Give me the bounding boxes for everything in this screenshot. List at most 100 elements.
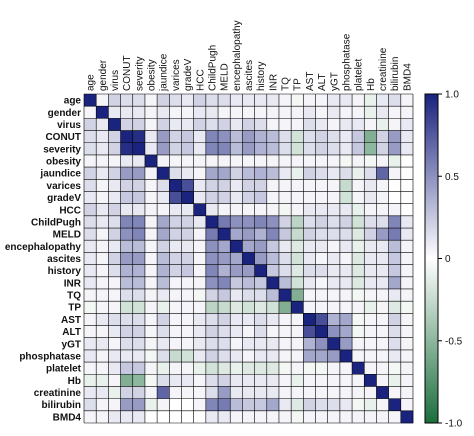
heatmap-cell-TP-ascites: [242, 301, 255, 314]
heatmap-cell-TP-TQ: [278, 301, 292, 314]
heatmap-cell-phosphatase-TP: [291, 349, 304, 363]
heatmap-cell-gradeV-platelet: [352, 191, 365, 204]
heatmap-cell-jaundice-BMD4: [400, 167, 414, 180]
heatmap-cell-ALT-BMD4: [400, 325, 414, 339]
heatmap-cell-jaundice-virus: [108, 167, 121, 180]
heatmap-grid: [83, 93, 414, 424]
heatmap-cell-Hb-encephalopathy: [230, 374, 243, 387]
heatmap-cell-obesity-gender: [96, 154, 109, 168]
heatmap-cell-age-ascites: [242, 94, 255, 107]
heatmap-cell-creatinine-yGT: [327, 386, 341, 399]
heatmap-cell-history-gender: [96, 264, 109, 278]
heatmap-cell-obesity-obesity: [144, 154, 158, 168]
heatmap-cell-BMD4-TQ: [278, 410, 292, 424]
heatmap-cell-gender-platelet: [352, 106, 365, 119]
heatmap-cell-virus-gender: [96, 118, 109, 131]
heatmap-cell-TP-history: [254, 301, 268, 314]
heatmap-cell-virus-Hb: [364, 118, 377, 131]
heatmap-cell-AST-virus: [108, 313, 121, 326]
heatmap-cell-obesity-history: [254, 154, 268, 168]
heatmap-cell-Hb-history: [254, 374, 268, 387]
heatmap-cell-ALT-Hb: [364, 325, 377, 339]
heatmap-cell-gradeV-yGT: [327, 191, 341, 204]
heatmap-cell-INR-severity: [132, 276, 146, 290]
heatmap-cell-jaundice-MELD: [218, 167, 231, 180]
heatmap-cell-obesity-platelet: [352, 154, 365, 168]
heatmap-cell-varices-MELD: [218, 179, 231, 192]
heatmap-cell-platelet-severity: [132, 362, 146, 375]
heatmap-cell-BMD4-jaundice: [157, 410, 170, 424]
heatmap-cell-platelet-ascites: [242, 362, 255, 375]
heatmap-cell-bilirubin-BMD4: [400, 398, 414, 412]
heatmap-cell-AST-varices: [169, 313, 182, 326]
heatmap-cell-obesity-INR: [266, 154, 280, 168]
heatmap-cell-phosphatase-AST: [303, 349, 316, 363]
heatmap-cell-severity-MELD: [218, 142, 231, 156]
heatmap-cell-gradeV-obesity: [144, 191, 158, 204]
heatmap-cell-gender-Hb: [364, 106, 377, 119]
heatmap-cell-severity-jaundice: [157, 142, 170, 156]
heatmap-cell-virus-platelet: [352, 118, 365, 131]
heatmap-cell-ChildPugh-ALT: [315, 215, 329, 229]
heatmap-cell-gradeV-severity: [132, 191, 146, 204]
heatmap-cell-ascites-Hb: [364, 252, 377, 265]
heatmap-cell-jaundice-jaundice: [157, 167, 170, 180]
heatmap-cell-age-TP: [291, 94, 304, 107]
heatmap-cell-AST-bilirubin: [388, 313, 402, 326]
heatmap-cell-creatinine-ALT: [315, 386, 329, 399]
heatmap-cell-AST-obesity: [144, 313, 158, 326]
heatmap-cell-BMD4-ALT: [315, 410, 329, 424]
heatmap-cell-creatinine-bilirubin: [388, 386, 402, 399]
heatmap-cell-AST-TP: [291, 313, 304, 326]
heatmap-cell-ALT-gradeV: [181, 325, 194, 339]
heatmap-cell-virus-TQ: [278, 118, 292, 131]
column-label-age: age: [86, 74, 97, 91]
row-label-platelet: platelet: [46, 364, 82, 375]
heatmap-cell-gender-BMD4: [400, 106, 414, 119]
heatmap-cell-severity-ascites: [242, 142, 255, 156]
heatmap-cell-HCC-varices: [169, 203, 182, 217]
column-label-bilirubin: bilirubin: [390, 57, 401, 91]
row-label-severity: severity: [43, 144, 81, 155]
heatmap-cell-Hb-phosphatase: [339, 374, 353, 387]
heatmap-cell-creatinine-TP: [291, 386, 304, 399]
heatmap-cell-gender-MELD: [218, 106, 231, 119]
heatmap-cell-age-age: [84, 94, 97, 107]
heatmap-cell-varices-BMD4: [400, 179, 414, 192]
heatmap-cell-age-yGT: [327, 94, 341, 107]
heatmap-cell-yGT-Hb: [364, 337, 377, 351]
heatmap-cell-gradeV-gradeV: [181, 191, 194, 204]
heatmap-cell-obesity-varices: [169, 154, 182, 168]
heatmap-cell-age-ALT: [315, 94, 329, 107]
heatmap-cell-obesity-jaundice: [157, 154, 170, 168]
heatmap-cell-INR-age: [84, 276, 97, 290]
heatmap-cell-MELD-yGT: [327, 228, 341, 241]
heatmap-cell-jaundice-obesity: [144, 167, 158, 180]
column-label-INR: INR: [268, 74, 279, 91]
heatmap-cell-varices-age: [84, 179, 97, 192]
heatmap-cell-creatinine-CONUT: [120, 386, 134, 399]
heatmap-cell-INR-obesity: [144, 276, 158, 290]
heatmap-cell-bilirubin-varices: [169, 398, 182, 412]
heatmap-cell-gender-bilirubin: [388, 106, 402, 119]
heatmap-cell-AST-age: [84, 313, 97, 326]
heatmap-cell-gradeV-Hb: [364, 191, 377, 204]
heatmap-cell-Hb-MELD: [218, 374, 231, 387]
heatmap-cell-TP-HCC: [193, 301, 207, 314]
heatmap-cell-phosphatase-creatinine: [376, 349, 389, 363]
heatmap-cell-TQ-ALT: [315, 288, 329, 302]
heatmap-cell-ChildPugh-history: [254, 215, 268, 229]
heatmap-cell-ChildPugh-creatinine: [376, 215, 389, 229]
heatmap-cell-varices-CONUT: [120, 179, 134, 192]
heatmap-cell-gender-age: [84, 106, 97, 119]
heatmap-cell-creatinine-MELD: [218, 386, 231, 399]
heatmap-cell-MELD-varices: [169, 228, 182, 241]
heatmap-cell-platelet-CONUT: [120, 362, 134, 375]
heatmap-cell-varices-varices: [169, 179, 182, 192]
heatmap-cell-platelet-TQ: [278, 362, 292, 375]
heatmap-cell-encephalopathy-INR: [266, 240, 280, 253]
heatmap-cell-virus-varices: [169, 118, 182, 131]
heatmap-cell-TQ-bilirubin: [388, 288, 402, 302]
heatmap-cell-BMD4-bilirubin: [388, 410, 402, 424]
